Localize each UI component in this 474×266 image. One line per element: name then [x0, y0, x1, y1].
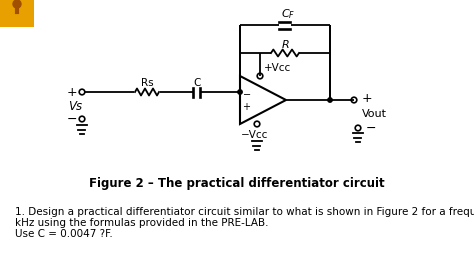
Text: Figure 2 – The practical differentiator circuit: Figure 2 – The practical differentiator …: [89, 177, 385, 189]
Text: $-$: $-$: [242, 88, 252, 98]
Text: Vout: Vout: [362, 109, 387, 119]
Text: $C_F$: $C_F$: [281, 7, 295, 21]
Text: −: −: [67, 113, 77, 126]
Circle shape: [238, 90, 242, 94]
Text: $+$: $+$: [243, 102, 252, 113]
Text: −Vcc: −Vcc: [241, 130, 269, 140]
Text: Vs: Vs: [68, 99, 82, 113]
Text: Use C = 0.0047 ?F.: Use C = 0.0047 ?F.: [15, 229, 113, 239]
Text: Rs: Rs: [141, 78, 153, 88]
Text: +Vcc: +Vcc: [264, 63, 291, 73]
Text: 1. Design a practical differentiator circuit similar to what is shown in Figure : 1. Design a practical differentiator cir…: [15, 207, 474, 217]
Text: −: −: [366, 122, 376, 135]
Text: C: C: [193, 78, 201, 88]
Text: +: +: [67, 85, 77, 98]
Text: $R$: $R$: [281, 38, 289, 50]
Circle shape: [328, 98, 332, 102]
Bar: [0, 0, 34, 27]
Text: +: +: [362, 93, 373, 106]
Circle shape: [13, 0, 21, 8]
Text: kHz using the formulas provided in the PRE-LAB.: kHz using the formulas provided in the P…: [15, 218, 268, 228]
